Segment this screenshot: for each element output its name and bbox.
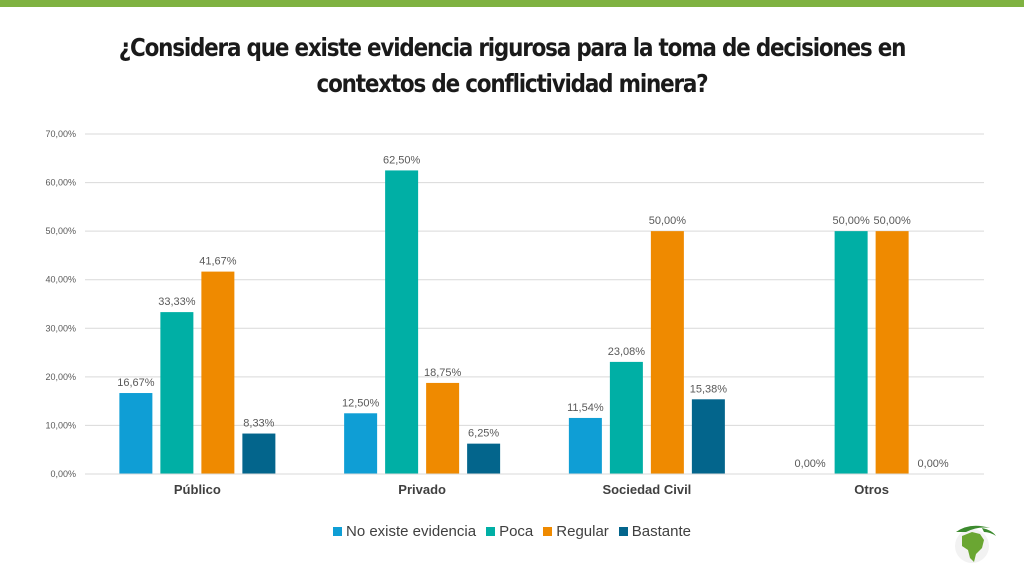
legend-item: Bastante	[618, 523, 692, 540]
y-tick-label: 40,00%	[45, 275, 76, 285]
x-category-label: Privado	[398, 482, 446, 497]
legend-swatch	[486, 527, 496, 536]
data-label: 0,00%	[918, 458, 949, 470]
data-label: 23,08%	[608, 346, 646, 358]
data-label: 11,54%	[567, 402, 604, 414]
y-tick-label: 60,00%	[45, 178, 76, 188]
x-category-label: Público	[174, 482, 221, 497]
y-tick-label: 30,00%	[45, 323, 76, 333]
legend-swatch	[332, 527, 342, 536]
legend-item: Regular	[543, 523, 609, 540]
data-label: 6,25%	[468, 428, 499, 440]
bar	[834, 231, 868, 474]
bar	[242, 433, 276, 474]
data-label: 18,75%	[424, 367, 462, 379]
bar	[344, 413, 378, 474]
data-label: 8,33%	[243, 418, 274, 430]
chart-legend: No existe evidencia Poca Regular Bastante	[0, 523, 1024, 540]
bar	[385, 170, 419, 474]
legend-label: Regular	[556, 523, 609, 540]
legend-label: No existe evidencia	[345, 523, 477, 540]
top-accent-bar	[0, 0, 1024, 7]
y-tick-label: 50,00%	[45, 226, 76, 236]
bar	[691, 399, 725, 474]
data-label: 12,50%	[342, 397, 380, 409]
y-tick-label: 0,00%	[50, 469, 76, 479]
bar	[119, 393, 153, 474]
bar	[201, 271, 235, 474]
bar	[426, 382, 460, 474]
y-tick-label: 20,00%	[45, 372, 76, 382]
x-category-label: Otros	[854, 482, 889, 497]
legend-swatch	[618, 527, 628, 536]
globe-logo-icon	[955, 525, 996, 563]
data-label: 15,38%	[690, 383, 728, 395]
slide-title: ¿Considera que existe evidencia rigurosa…	[118, 33, 907, 98]
x-category-label: Sociedad Civil	[602, 482, 691, 497]
legend-label: Bastante	[631, 523, 692, 540]
legend-item: Poca	[486, 523, 533, 540]
bar	[875, 231, 909, 474]
data-label: 50,00%	[649, 215, 687, 227]
data-label: 50,00%	[832, 215, 870, 227]
bar	[650, 231, 684, 474]
legend-swatch	[543, 527, 553, 536]
bar	[467, 443, 501, 474]
data-label: 50,00%	[873, 215, 911, 227]
data-label: 62,50%	[383, 154, 421, 166]
data-label: 33,33%	[158, 296, 196, 308]
legend-item: No existe evidencia	[332, 523, 477, 540]
y-tick-label: 10,00%	[45, 420, 76, 430]
bar	[609, 361, 643, 474]
data-label: 41,67%	[199, 256, 237, 268]
y-tick-label: 70,00%	[45, 129, 76, 139]
bar	[568, 417, 602, 474]
legend-label: Poca	[499, 523, 534, 540]
data-label: 16,67%	[117, 377, 155, 389]
bar	[160, 312, 194, 474]
data-label: 0,00%	[795, 458, 826, 470]
